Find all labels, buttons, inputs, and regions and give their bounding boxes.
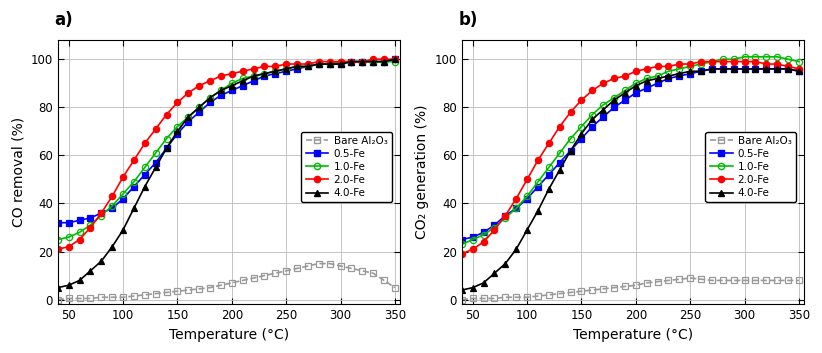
X-axis label: Temperature (°C): Temperature (°C) [573,328,693,342]
Text: a): a) [54,11,73,29]
Y-axis label: CO removal (%): CO removal (%) [12,117,25,227]
Legend: Bare Al₂O₃, 0.5-Fe, 1.0-Fe, 2.0-Fe, 4.0-Fe: Bare Al₂O₃, 0.5-Fe, 1.0-Fe, 2.0-Fe, 4.0-… [302,132,392,202]
Legend: Bare Al₂O₃, 0.5-Fe, 1.0-Fe, 2.0-Fe, 4.0-Fe: Bare Al₂O₃, 0.5-Fe, 1.0-Fe, 2.0-Fe, 4.0-… [705,132,796,202]
X-axis label: Temperature (°C): Temperature (°C) [169,328,289,342]
Y-axis label: CO₂ generation (%): CO₂ generation (%) [415,105,429,239]
Text: b): b) [459,11,478,29]
